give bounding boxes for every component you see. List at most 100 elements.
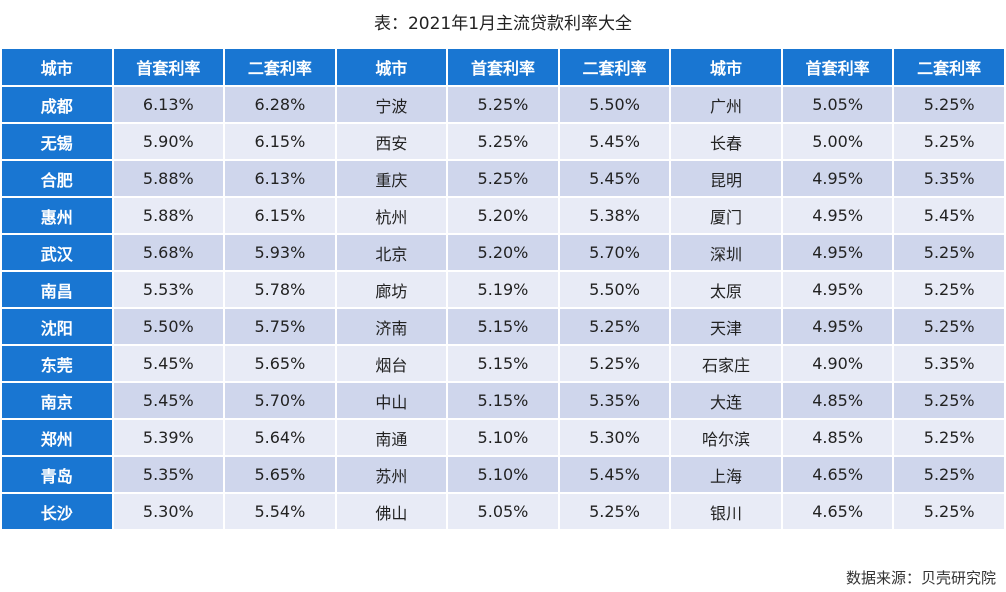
cell-city: 沈阳 <box>0 307 114 346</box>
cell-first-rate: 5.20% <box>446 196 560 235</box>
cell-first-rate: 5.30% <box>111 492 226 531</box>
cell-city: 烟台 <box>334 344 449 383</box>
cell-second-rate: 5.25% <box>892 307 1006 346</box>
cell-second-rate: 6.13% <box>223 159 337 198</box>
table-row: 沈阳 5.50% 5.75% 济南 5.15% 5.25% 天津 4.95% 5.25% <box>0 307 1006 346</box>
cell-second-rate: 6.28% <box>223 85 337 124</box>
header-first-rate: 首套利率 <box>446 47 560 87</box>
cell-city: 宁波 <box>334 85 449 124</box>
cell-second-rate: 5.50% <box>557 270 672 309</box>
cell-city: 太原 <box>669 270 783 309</box>
header-second-rate: 二套利率 <box>223 47 337 87</box>
table-title: 表：2021年1月主流贷款利率大全 <box>373 14 633 34</box>
cell-second-rate: 5.45% <box>892 196 1006 235</box>
cell-second-rate: 5.45% <box>557 455 672 494</box>
cell-second-rate: 5.25% <box>892 455 1006 494</box>
cell-second-rate: 5.25% <box>557 307 672 346</box>
cell-city: 北京 <box>334 233 449 272</box>
cell-first-rate: 5.20% <box>446 233 560 272</box>
cell-first-rate: 4.95% <box>780 270 895 309</box>
cell-second-rate: 5.78% <box>223 270 337 309</box>
cell-first-rate: 5.90% <box>111 122 226 161</box>
cell-first-rate: 5.05% <box>446 492 560 531</box>
cell-city: 深圳 <box>669 233 783 272</box>
cell-city: 长春 <box>669 122 783 161</box>
cell-first-rate: 5.25% <box>446 159 560 198</box>
cell-first-rate: 5.88% <box>111 196 226 235</box>
cell-second-rate: 5.50% <box>557 85 672 124</box>
cell-city: 南通 <box>334 418 449 457</box>
cell-first-rate: 4.95% <box>780 159 895 198</box>
cell-second-rate: 5.35% <box>892 159 1006 198</box>
cell-first-rate: 6.13% <box>111 85 226 124</box>
cell-city: 中山 <box>334 381 449 420</box>
cell-first-rate: 5.25% <box>446 85 560 124</box>
cell-first-rate: 5.15% <box>446 307 560 346</box>
cell-second-rate: 5.38% <box>557 196 672 235</box>
cell-first-rate: 5.19% <box>446 270 560 309</box>
cell-first-rate: 4.65% <box>780 455 895 494</box>
header-second-rate: 二套利率 <box>557 47 672 87</box>
cell-city: 大连 <box>669 381 783 420</box>
cell-city: 西安 <box>334 122 449 161</box>
cell-first-rate: 5.00% <box>780 122 895 161</box>
table-row: 南昌 5.53% 5.78% 廊坊 5.19% 5.50% 太原 4.95% 5.25% <box>0 270 1006 309</box>
cell-city: 昆明 <box>669 159 783 198</box>
table-row: 成都 6.13% 6.28% 宁波 5.25% 5.50% 广州 5.05% 5.25% <box>0 85 1006 124</box>
cell-city: 广州 <box>669 85 783 124</box>
cell-first-rate: 4.85% <box>780 418 895 457</box>
source-note: 数据来源：贝壳研究院 <box>845 569 996 587</box>
cell-city: 石家庄 <box>669 344 783 383</box>
cell-first-rate: 5.39% <box>111 418 226 457</box>
cell-city: 武汉 <box>0 233 114 272</box>
cell-first-rate: 4.85% <box>780 381 895 420</box>
cell-first-rate: 5.50% <box>111 307 226 346</box>
header-city: 城市 <box>334 47 449 87</box>
cell-city: 合肥 <box>0 159 114 198</box>
cell-city: 东莞 <box>0 344 114 383</box>
cell-second-rate: 6.15% <box>223 122 337 161</box>
table-row: 武汉 5.68% 5.93% 北京 5.20% 5.70% 深圳 4.95% 5.25% <box>0 233 1006 272</box>
table-row: 合肥 5.88% 6.13% 重庆 5.25% 5.45% 昆明 4.95% 5.35% <box>0 159 1006 198</box>
cell-first-rate: 5.25% <box>446 122 560 161</box>
cell-second-rate: 5.70% <box>557 233 672 272</box>
cell-second-rate: 6.15% <box>223 196 337 235</box>
cell-city: 廊坊 <box>334 270 449 309</box>
cell-city: 长沙 <box>0 492 114 531</box>
cell-first-rate: 5.45% <box>111 344 226 383</box>
cell-city: 南京 <box>0 381 114 420</box>
table-body: 成都 6.13% 6.28% 宁波 5.25% 5.50% 广州 5.05% 5.25% 无锡 5.… <box>0 85 1006 531</box>
table-row: 青岛 5.35% 5.65% 苏州 5.10% 5.45% 上海 4.65% 5.25% <box>0 455 1006 494</box>
cell-first-rate: 5.10% <box>446 455 560 494</box>
cell-second-rate: 5.25% <box>557 492 672 531</box>
header-first-rate: 首套利率 <box>780 47 895 87</box>
cell-first-rate: 4.95% <box>780 307 895 346</box>
table-row: 东莞 5.45% 5.65% 烟台 5.15% 5.25% 石家庄 4.90% 5.35% <box>0 344 1006 383</box>
cell-city: 天津 <box>669 307 783 346</box>
header-row: 城市 首套利率 二套利率 城市 首套利率 二套利率 城市 首套利率 二套利率 <box>0 47 1006 87</box>
cell-city: 郑州 <box>0 418 114 457</box>
cell-first-rate: 5.15% <box>446 381 560 420</box>
table-row: 南京 5.45% 5.70% 中山 5.15% 5.35% 大连 4.85% 5.25% <box>0 381 1006 420</box>
cell-first-rate: 4.90% <box>780 344 895 383</box>
cell-second-rate: 5.54% <box>223 492 337 531</box>
cell-first-rate: 5.53% <box>111 270 226 309</box>
cell-city: 上海 <box>669 455 783 494</box>
cell-city: 杭州 <box>334 196 449 235</box>
cell-second-rate: 5.25% <box>892 381 1006 420</box>
cell-second-rate: 5.25% <box>892 492 1006 531</box>
cell-city: 济南 <box>334 307 449 346</box>
header-second-rate: 二套利率 <box>892 47 1006 87</box>
cell-first-rate: 5.68% <box>111 233 226 272</box>
table-row: 无锡 5.90% 6.15% 西安 5.25% 5.45% 长春 5.00% 5.25% <box>0 122 1006 161</box>
header-city: 城市 <box>669 47 783 87</box>
cell-city: 银川 <box>669 492 783 531</box>
cell-second-rate: 5.70% <box>223 381 337 420</box>
cell-city: 成都 <box>0 85 114 124</box>
cell-city: 青岛 <box>0 455 114 494</box>
cell-first-rate: 4.65% <box>780 492 895 531</box>
cell-city: 佛山 <box>334 492 449 531</box>
header-city: 城市 <box>0 47 114 87</box>
table-row: 长沙 5.30% 5.54% 佛山 5.05% 5.25% 银川 4.65% 5.25% <box>0 492 1006 531</box>
cell-second-rate: 5.45% <box>557 159 672 198</box>
